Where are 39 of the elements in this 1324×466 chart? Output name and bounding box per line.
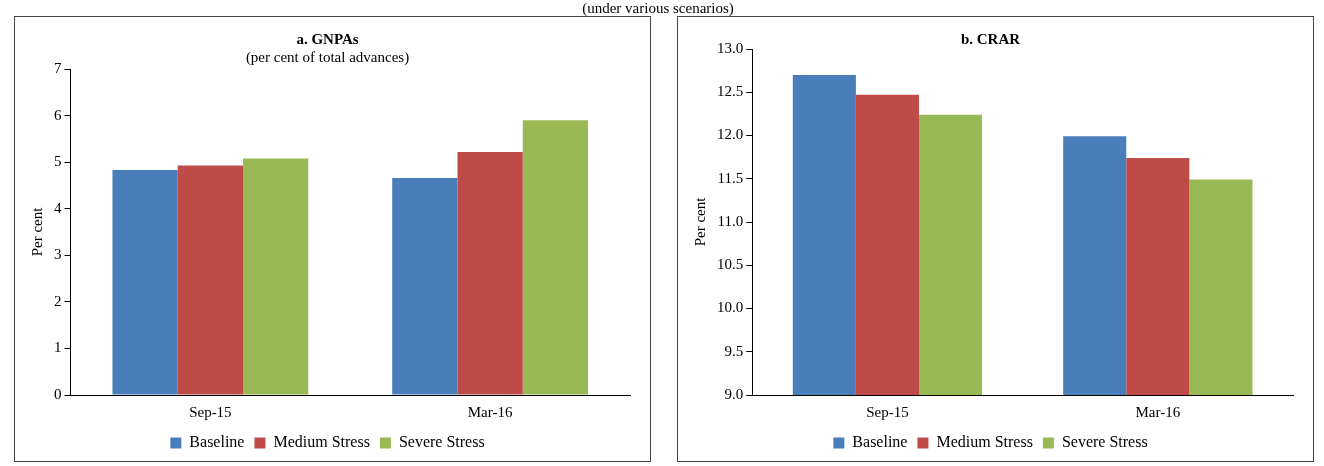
y-tick-label: 3: [54, 246, 62, 263]
bar: [112, 170, 178, 395]
bar: [392, 177, 458, 395]
legend-label: Baseline: [852, 433, 908, 451]
y-tick-label: 6: [54, 106, 62, 123]
legend-label: Severe Stress: [1061, 433, 1148, 451]
chart-title: a. GNPAs: [296, 30, 359, 47]
y-tick-label: 11.0: [717, 212, 744, 229]
y-tick-label: 9.5: [724, 342, 744, 359]
y-axis-title: Per cent: [691, 196, 708, 247]
y-tick-label: 4: [54, 199, 62, 216]
y-tick-label: 12.0: [717, 126, 744, 143]
legend-label: Medium Stress: [273, 433, 370, 451]
y-tick-label: 10.0: [717, 299, 744, 316]
x-tick-label: Mar-16: [467, 403, 513, 420]
x-tick-label: Sep-15: [866, 403, 909, 420]
y-tick-label: 12.5: [717, 83, 744, 100]
chart-subtitle: (per cent of total advances): [245, 48, 410, 66]
legend-label: Baseline: [189, 433, 245, 451]
y-tick-label: 10.5: [717, 256, 744, 273]
bar: [243, 158, 309, 395]
legend-label: Medium Stress: [936, 433, 1033, 451]
y-tick-label: 11.5: [717, 169, 744, 186]
y-tick-label: 13.0: [717, 39, 744, 56]
y-tick-label: 5: [54, 153, 62, 170]
y-tick-label: 9.0: [724, 385, 744, 402]
bar: [457, 151, 523, 395]
bar: [177, 165, 244, 395]
legend-label: Severe Stress: [398, 433, 485, 451]
y-axis-title: Per cent: [28, 206, 45, 257]
bar: [522, 120, 589, 395]
chart-title: b. CRAR: [960, 30, 1021, 47]
y-tick-label: 0: [54, 385, 62, 402]
y-tick-label: 2: [54, 292, 62, 309]
x-tick-label: Sep-15: [189, 403, 232, 420]
y-tick-label: 7: [54, 59, 62, 76]
x-tick-label: Mar-16: [1135, 403, 1181, 420]
text: (under various scenarios): [581, 0, 735, 16]
y-tick-label: 1: [54, 339, 62, 356]
